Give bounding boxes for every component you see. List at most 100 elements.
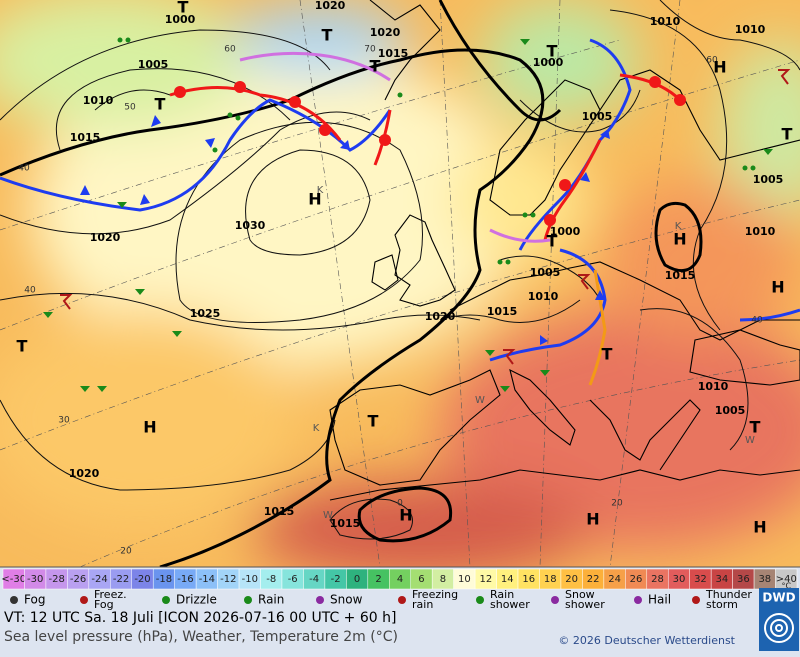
pressure-system: H: [586, 510, 599, 529]
pressure-label: 1010: [650, 15, 681, 28]
pressure-system: H: [713, 58, 726, 77]
minor-label: K: [313, 423, 320, 434]
valid-time: VT: 12 UTC Sa. 18 Juli [ICON 2026-07-16 …: [4, 610, 396, 626]
scale-label: 30: [673, 574, 686, 585]
grid-label: 20: [120, 547, 132, 557]
scale-label: -2: [331, 574, 341, 585]
grid-label: 0: [397, 499, 403, 509]
scale-label: 32: [694, 574, 707, 585]
weather-label: Thunder: [705, 588, 752, 601]
scale-label: -20: [134, 574, 150, 585]
minor-label: K: [675, 221, 682, 232]
pressure-system: T: [322, 26, 333, 45]
scale-label: 12: [479, 574, 492, 585]
rain-symbols: [43, 37, 773, 392]
pressure-system: H: [771, 278, 784, 297]
scale-label: -6: [288, 574, 298, 585]
scale-label: 34: [716, 574, 729, 585]
weather-icon: [634, 596, 642, 604]
scale-label: -10: [242, 574, 258, 585]
scale-label: -8: [266, 574, 276, 585]
pressure-label: 1020: [69, 467, 100, 480]
pressure-system: T: [547, 42, 558, 61]
map-area: 1000 1005 1010 1015 1020 1030 1025 1020 1015 1010…: [0, 0, 800, 567]
weather-icon: [162, 596, 170, 604]
minor-label: W: [745, 435, 755, 446]
pressure-system: T: [178, 0, 189, 17]
pressure-label: 1015: [665, 269, 696, 282]
pressure-label: 1005: [530, 266, 561, 279]
scale-label: 10: [458, 574, 471, 585]
scale-label: 16: [522, 574, 535, 585]
scale-label: -4: [309, 574, 319, 585]
pressure-label: 1000: [533, 56, 564, 69]
pressure-label: 1020: [425, 310, 456, 323]
pressure-label: 1010: [528, 290, 559, 303]
thunder-symbols: [60, 69, 791, 365]
grid-label: 60: [224, 45, 236, 55]
logo-swirl: [764, 613, 794, 643]
weather-icon: [476, 596, 484, 604]
weather-label: Rain: [258, 593, 284, 607]
pressure-system: T: [782, 125, 793, 144]
scale-label: 6: [418, 574, 424, 585]
pressure-system: H: [399, 506, 412, 525]
scale-label: 14: [501, 574, 514, 585]
scale-label: -12: [220, 574, 236, 585]
weather-icon: [10, 596, 18, 604]
scale-label: 38: [758, 574, 771, 585]
pressure-label: 1015: [378, 47, 409, 60]
minor-label: W: [323, 510, 333, 521]
warm-front-symbols: [174, 76, 686, 226]
pressure-label: 1000: [165, 13, 196, 26]
weather-icon: [551, 596, 559, 604]
logo: DWD: [762, 591, 795, 605]
minor-label: K: [317, 185, 324, 196]
pressure-system: T: [370, 57, 381, 76]
weather-icon: [692, 596, 700, 604]
weather-label: Drizzle: [176, 593, 217, 607]
scale-label: -26: [70, 574, 86, 585]
scale-label: -14: [199, 574, 215, 585]
pressure-label: 1010: [83, 94, 114, 107]
pressure-label: 1010: [698, 380, 729, 393]
pressure-system: H: [143, 418, 156, 437]
scale-label: -28: [48, 574, 64, 585]
grid-label: 20: [611, 499, 623, 509]
copyright: © 2026 Deutscher Wetterdienst: [558, 634, 735, 647]
scale-label: -18: [156, 574, 172, 585]
weather-label: Hail: [648, 593, 671, 607]
scale-label: 28: [651, 574, 664, 585]
weather-label: Freez.: [94, 588, 127, 601]
description: Sea level pressure (hPa), Weather, Tempe…: [4, 629, 398, 645]
weather-label: Rain: [490, 588, 514, 601]
pressure-label: 1020: [315, 0, 346, 12]
pressure-system: T: [750, 418, 761, 437]
weather-icon: [398, 596, 406, 604]
scale-label: 26: [630, 574, 643, 585]
pressure-system: T: [547, 232, 558, 251]
scale-label: 2: [375, 574, 381, 585]
weather-label: storm: [706, 598, 738, 611]
pressure-label: 1015: [330, 517, 361, 530]
pressure-system: T: [368, 412, 379, 431]
pressure-label: 1005: [582, 110, 613, 123]
scale-label: <-30: [1, 574, 26, 585]
pressure-label: 1025: [190, 307, 221, 320]
pressure-label: 1005: [753, 173, 784, 186]
scale-label: -24: [91, 574, 107, 585]
pressure-label: 1005: [715, 404, 746, 417]
weather-label: Freezing: [412, 588, 458, 601]
minor-label: W: [475, 395, 485, 406]
pressure-label: 1015: [264, 505, 295, 518]
pressure-label: 1000: [550, 225, 581, 238]
pressure-system: T: [17, 337, 28, 356]
grid-label: 60: [706, 56, 718, 66]
scale-label: -16: [177, 574, 193, 585]
pressure-label: 1020: [90, 231, 121, 244]
pressure-label: 1015: [70, 131, 101, 144]
scale-label: 24: [608, 574, 621, 585]
scale-label: >40: [776, 574, 797, 585]
